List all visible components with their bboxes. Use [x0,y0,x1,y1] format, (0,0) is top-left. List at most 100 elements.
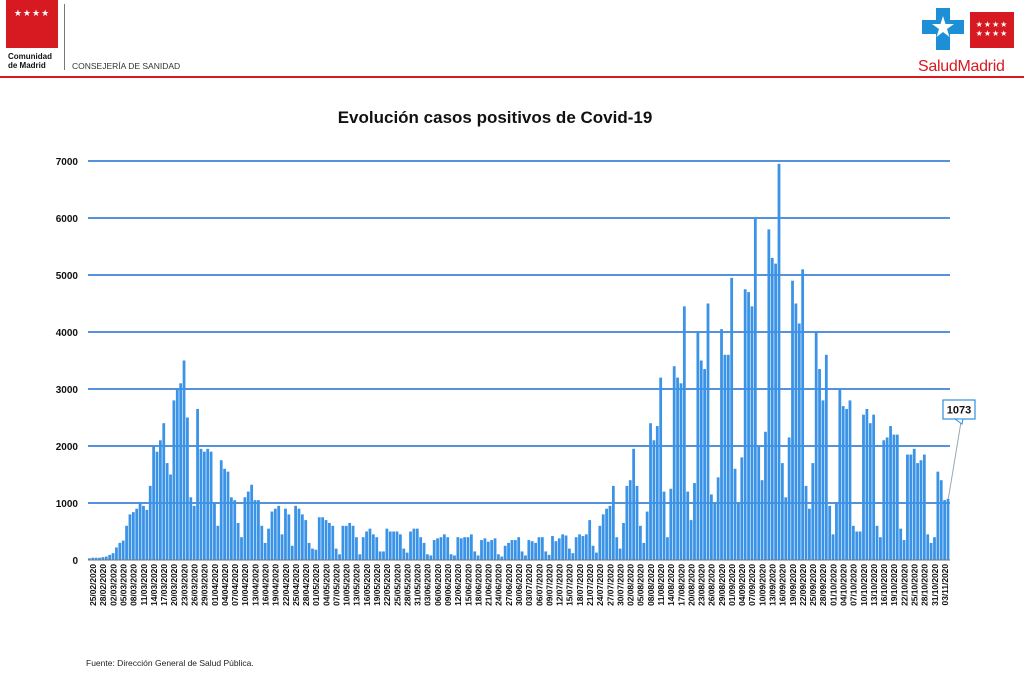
bar [912,448,916,560]
x-tick-label: 17/03/2020 [159,564,169,606]
bar [257,500,260,560]
bar [926,534,930,560]
x-tick-label: 29/08/2020 [717,564,727,606]
bar [216,525,220,560]
x-tick-label: 25/05/2020 [392,564,402,606]
bar [172,400,176,560]
bar [747,292,750,560]
x-tick-label: 08/03/2020 [129,564,139,606]
y-tick-label: 2000 [56,442,79,453]
bar [466,537,470,560]
bar [253,500,257,560]
bar [378,551,382,560]
x-tick-label: 25/10/2020 [910,564,920,606]
bar [557,538,561,560]
x-tick-label: 06/06/2020 [433,564,443,606]
bar [155,451,159,560]
bar [655,426,659,560]
bar [868,423,872,560]
bar [892,434,896,560]
x-tick-label: 28/02/2020 [98,564,108,606]
bar [906,454,909,560]
bar [483,538,487,560]
x-tick-label: 23/03/2020 [179,564,189,606]
bar [507,542,510,560]
bar [118,542,122,560]
bar [311,548,314,560]
bar [760,480,764,560]
x-tick-label: 19/04/2020 [271,564,281,606]
bar [767,229,771,560]
bar [395,531,399,560]
bar [716,477,720,560]
bar [611,485,615,560]
bar [145,509,149,560]
bar [862,414,865,560]
x-tick-label: 25/04/2020 [291,564,301,606]
bar [879,537,882,560]
bar [895,434,899,560]
health-cross-icon [922,8,964,50]
bar [770,257,774,560]
bar [500,556,504,560]
salud-madrid-logo: ★★★★ ★★★★ SaludMadrid [918,6,1018,76]
bar [672,366,676,560]
x-tick-label: 23/08/2020 [697,564,707,606]
bar [835,503,838,560]
bar [284,508,287,560]
bar [689,520,693,560]
bar [676,377,679,560]
x-tick-label: 10/10/2020 [859,564,869,606]
bar [189,497,193,560]
bar [121,540,125,560]
bar [554,541,558,560]
x-tick-label: 17/08/2020 [676,564,686,606]
bar [402,548,406,560]
x-tick-label: 12/06/2020 [453,564,463,606]
bar [608,505,612,560]
bar [158,440,162,560]
bar [361,537,365,560]
bar [743,289,747,560]
bar [250,484,254,560]
bar [297,508,301,560]
bar [348,522,352,560]
bar [490,540,494,560]
x-tick-label: 01/04/2020 [210,564,220,606]
bar [388,531,392,560]
bar [493,538,497,560]
bar [547,554,551,560]
x-tick-label: 07/09/2020 [747,564,757,606]
bar [649,423,652,560]
bar [639,525,642,560]
x-tick-label: 11/03/2020 [139,564,149,606]
bar [841,406,845,560]
bar [811,463,815,560]
bar [601,514,605,560]
bar [206,448,210,560]
bar [196,408,199,560]
bar [784,497,788,560]
bar [939,480,943,560]
x-tick-label: 01/09/2020 [727,564,737,606]
bar [344,525,348,560]
bar [916,463,919,560]
bar [943,500,947,560]
bar [726,354,730,560]
x-tick-label: 26/03/2020 [189,564,199,606]
bar [263,542,267,560]
bar [446,537,450,560]
bar [419,537,423,560]
header-divider [0,76,1024,78]
bar [882,440,886,560]
annotation-leader-line [947,421,962,499]
bar [808,508,811,560]
bar [382,551,385,560]
x-tick-label: 22/04/2020 [281,564,291,606]
bar [111,553,115,560]
bar [899,528,903,560]
bar [831,534,835,560]
bar [152,446,156,560]
x-tick-label: 21/06/2020 [484,564,494,606]
x-tick-label: 18/07/2020 [575,564,585,606]
